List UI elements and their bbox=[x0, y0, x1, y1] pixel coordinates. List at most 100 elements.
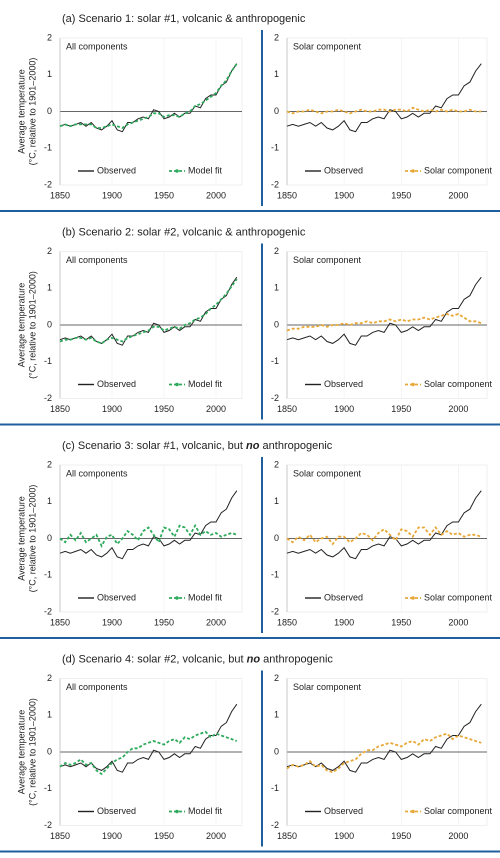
y-tick-label: -2 bbox=[44, 179, 52, 189]
y-axis-label: Average temperature bbox=[16, 710, 26, 794]
heading-part: no bbox=[247, 653, 261, 665]
y-tick-label: 2 bbox=[274, 246, 279, 256]
series-line bbox=[59, 730, 238, 776]
y-tick-label: 1 bbox=[47, 710, 52, 720]
x-tick-label: 1900 bbox=[102, 190, 122, 200]
legend-label: Solar component bbox=[424, 379, 493, 389]
legend-marker bbox=[411, 169, 415, 173]
legend-label: Observed bbox=[324, 379, 363, 389]
y-tick-label: 1 bbox=[274, 496, 279, 506]
section-heading: (a) Scenario 1: solar #1, volcanic & ant… bbox=[62, 13, 306, 25]
series-line bbox=[59, 703, 238, 773]
x-tick-label: 1950 bbox=[391, 831, 411, 841]
y-tick-label: -2 bbox=[271, 179, 279, 189]
x-tick-label: 1950 bbox=[391, 404, 411, 414]
legend-marker bbox=[411, 809, 415, 814]
x-tick-label: 1850 bbox=[50, 190, 70, 200]
heading-part: (c) Scenario 3: solar #1, volcanic, but bbox=[62, 440, 246, 452]
y-tick-label: -1 bbox=[44, 143, 52, 153]
y-tick-label: 0 bbox=[274, 533, 279, 543]
y-tick-label: 0 bbox=[274, 106, 279, 116]
series-line bbox=[59, 523, 238, 548]
y-axis-label: (°C, relative to 1901–2000) bbox=[27, 698, 37, 806]
legend-label: Observed bbox=[97, 165, 136, 175]
series-line bbox=[59, 278, 238, 345]
x-tick-label: 1850 bbox=[277, 831, 297, 841]
legend-label: Model fit bbox=[188, 379, 223, 389]
y-tick-label: 1 bbox=[47, 496, 52, 506]
y-tick-label: -2 bbox=[271, 393, 279, 403]
section-heading: (b) Scenario 2: solar #2, volcanic & ant… bbox=[62, 226, 306, 238]
panel-title: All components bbox=[66, 41, 128, 51]
x-tick-label: 1900 bbox=[334, 190, 354, 200]
series-line bbox=[286, 63, 482, 133]
y-tick-label: -2 bbox=[44, 606, 52, 616]
y-tick-label: -2 bbox=[271, 820, 279, 830]
series-line bbox=[286, 313, 482, 332]
y-tick-label: 1 bbox=[274, 283, 279, 293]
legend-label: Model fit bbox=[188, 592, 223, 602]
heading-part: (a) Scenario 1: solar #1, volcanic & ant… bbox=[62, 13, 306, 25]
panel-title: All components bbox=[66, 255, 128, 265]
series-line bbox=[286, 732, 482, 774]
x-tick-label: 2000 bbox=[206, 190, 226, 200]
y-tick-label: 0 bbox=[274, 746, 279, 756]
x-tick-label: 1900 bbox=[334, 404, 354, 414]
x-tick-label: 1850 bbox=[50, 831, 70, 841]
legend-marker bbox=[175, 596, 179, 600]
x-tick-label: 1850 bbox=[50, 617, 70, 627]
y-tick-label: 2 bbox=[274, 673, 279, 683]
y-tick-label: 2 bbox=[47, 459, 52, 469]
x-tick-label: 1900 bbox=[102, 404, 122, 414]
x-tick-label: 1850 bbox=[277, 404, 297, 414]
panel-title: Solar component bbox=[293, 41, 362, 51]
x-tick-label: 1850 bbox=[277, 617, 297, 627]
heading-part: anthropogenic bbox=[259, 440, 332, 452]
series-line bbox=[59, 63, 238, 129]
legend-marker bbox=[411, 382, 415, 387]
panel-title: All components bbox=[66, 468, 128, 478]
legend-marker bbox=[175, 169, 179, 173]
section-heading: (d) Scenario 4: solar #2, volcanic, but … bbox=[62, 653, 333, 665]
y-tick-label: 0 bbox=[47, 533, 52, 543]
panel-title: Solar component bbox=[293, 255, 362, 265]
y-tick-label: -2 bbox=[271, 606, 279, 616]
x-tick-label: 2000 bbox=[206, 831, 226, 841]
series-line bbox=[286, 106, 482, 115]
y-tick-label: -1 bbox=[271, 783, 279, 793]
section-heading: (c) Scenario 3: solar #1, volcanic, but … bbox=[62, 440, 333, 452]
y-tick-label: 0 bbox=[47, 106, 52, 116]
legend-label: Solar component bbox=[424, 165, 493, 175]
legend-label: Observed bbox=[97, 592, 136, 602]
series-line bbox=[286, 490, 482, 560]
heading-part: (b) Scenario 2: solar #2, volcanic & ant… bbox=[62, 226, 306, 238]
legend-label: Solar component bbox=[424, 806, 493, 816]
heading-part: no bbox=[246, 440, 260, 452]
legend-label: Observed bbox=[324, 165, 363, 175]
y-axis-label: (°C, relative to 1901–2000) bbox=[27, 485, 37, 593]
y-tick-label: 2 bbox=[274, 459, 279, 469]
legend-label: Observed bbox=[324, 592, 363, 602]
y-tick-label: -2 bbox=[44, 820, 52, 830]
x-tick-label: 2000 bbox=[448, 617, 468, 627]
y-tick-label: -2 bbox=[44, 393, 52, 403]
y-axis-label: (°C, relative to 1901–2000) bbox=[27, 58, 37, 166]
y-tick-label: 0 bbox=[47, 746, 52, 756]
legend-label: Solar component bbox=[424, 592, 493, 602]
x-tick-label: 2000 bbox=[206, 617, 226, 627]
x-tick-label: 1950 bbox=[154, 404, 174, 414]
y-tick-label: -1 bbox=[271, 143, 279, 153]
y-tick-label: 1 bbox=[47, 69, 52, 79]
x-tick-label: 1950 bbox=[391, 617, 411, 627]
y-tick-label: 2 bbox=[274, 32, 279, 42]
y-axis-label: (°C, relative to 1901–2000) bbox=[27, 271, 37, 379]
panel-title: Solar component bbox=[293, 468, 362, 478]
x-tick-label: 1850 bbox=[50, 404, 70, 414]
panel-title: All components bbox=[66, 682, 128, 692]
legend-marker bbox=[175, 382, 179, 387]
x-tick-label: 1950 bbox=[154, 831, 174, 841]
y-tick-label: -1 bbox=[44, 783, 52, 793]
heading-part: (d) Scenario 4: solar #2, volcanic, but bbox=[62, 653, 247, 665]
x-tick-label: 1900 bbox=[102, 831, 122, 841]
